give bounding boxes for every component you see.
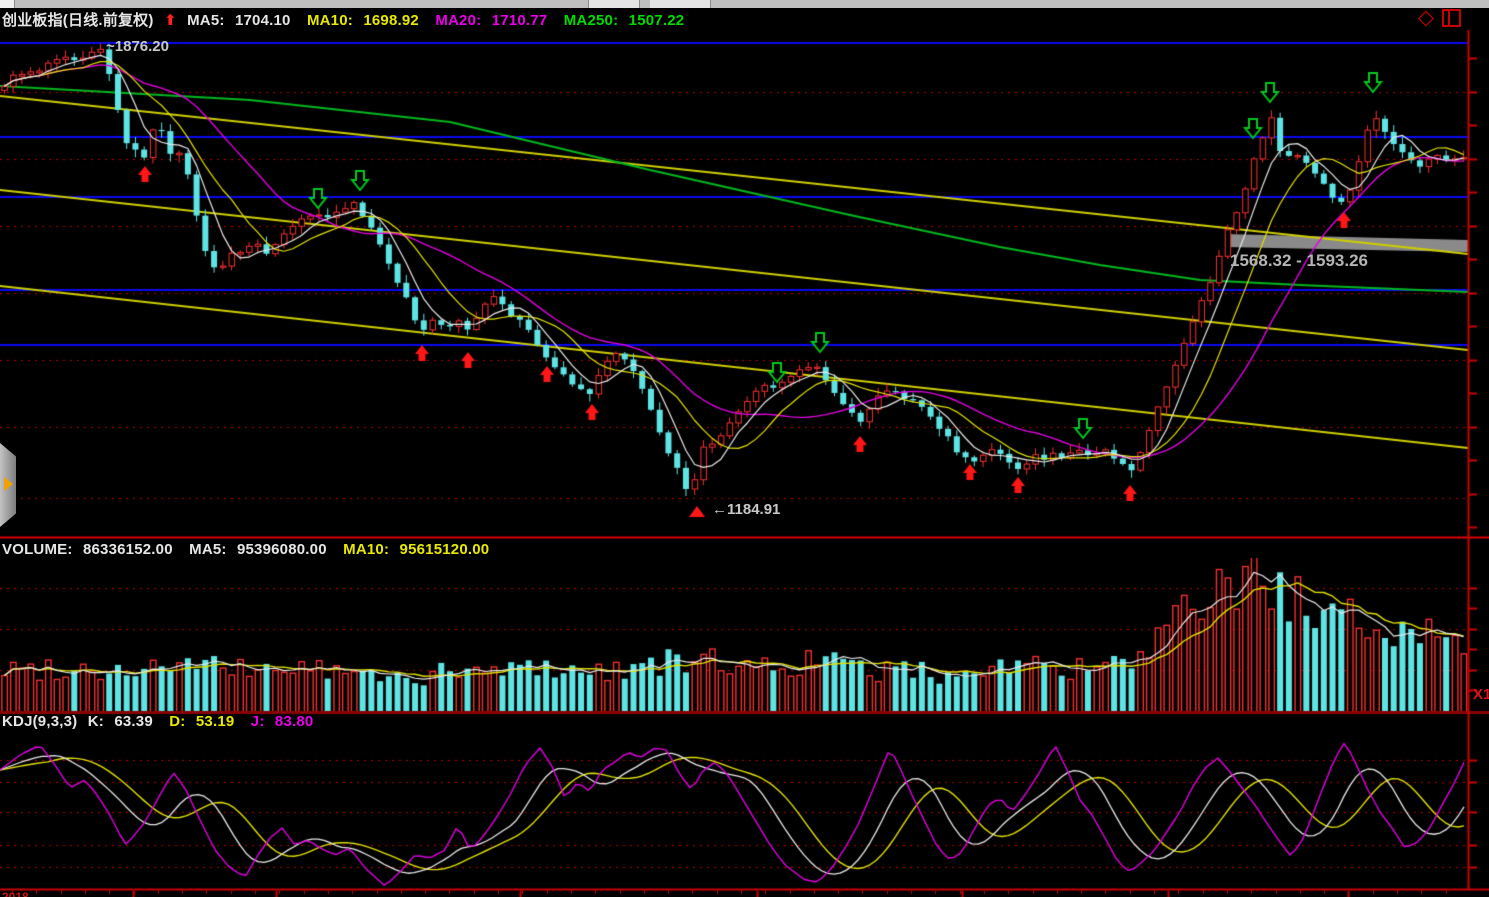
ma250-readout: MA250: 1507.22 [563,12,685,29]
kdj-title: KDJ(9,3,3) [2,713,78,730]
symbol-title: 创业板指(日线.前复权) [2,12,154,29]
swing-high-label: ~1876.20 [106,38,169,55]
scrollbar-thumb[interactable] [588,0,640,8]
chart-toolbar: ◇ [1417,6,1461,29]
volume-ma5-readout: MA5: 95396080.00 [189,541,327,558]
volume-header: VOLUME: 86336152.00 MA5: 95396080.00 MA1… [2,541,501,558]
kdj-j-readout: J: 83.80 [250,713,314,730]
swing-low-label: ←1184.91 [712,501,781,518]
kdj-d-readout: D: 53.19 [169,713,235,730]
ma10-readout: MA10: 1698.92 [306,12,419,29]
diamond-icon[interactable]: ◇ [1417,6,1434,29]
up-arrow-icon: ⬆ [163,12,177,29]
scrollbar-left-button[interactable] [0,0,15,8]
ma20-readout: MA20: 1710.77 [435,12,548,29]
volume-axis-multiplier-label: X1 [1473,686,1489,703]
main-chart-header: 创业板指(日线.前复权) ⬆ MA5: 1704.10 MA10: 1698.9… [2,9,696,30]
horizontal-scrollbar[interactable] [0,0,1489,8]
scrollbar-thumb-2[interactable] [650,0,711,8]
kdj-header: KDJ(9,3,3) K: 63.39 D: 53.19 J: 83.80 [2,713,325,730]
window-layout-icon[interactable] [1442,9,1461,27]
panel-expand-tab[interactable] [0,443,16,527]
volume-readout: VOLUME: 86336152.00 [2,541,173,558]
gap-range-label: 1568.32 - 1593.26 [1230,251,1369,270]
expand-arrow-icon [4,477,13,491]
kdj-k-readout: K: 63.39 [87,713,153,730]
ma5-readout: MA5: 1704.10 [187,12,291,29]
volume-ma10-readout: MA10: 95615120.00 [343,541,490,558]
time-axis-year-label: 2018 [2,890,29,897]
